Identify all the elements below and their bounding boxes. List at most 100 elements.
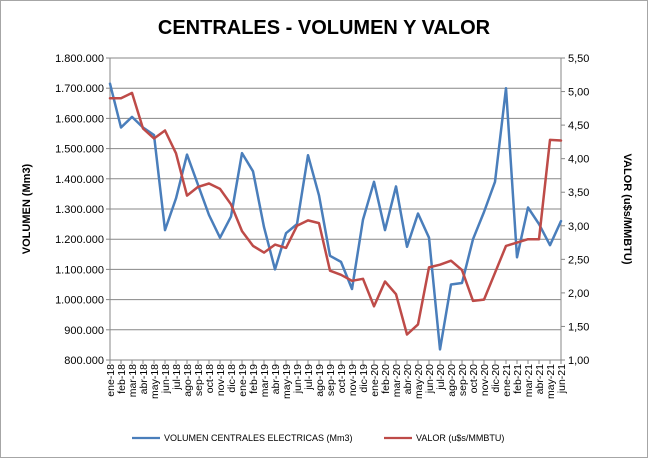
data-point-valor — [252, 245, 254, 247]
data-point-valor — [505, 245, 507, 247]
right-tick-label: 1,00 — [568, 355, 589, 367]
data-point-volumen — [307, 154, 309, 157]
right-tick-label: 4,00 — [568, 154, 589, 166]
x-tick-label: jun-18 — [160, 364, 172, 394]
data-point-volumen — [428, 236, 430, 239]
gridlines — [109, 57, 562, 361]
x-tick-label: feb-21 — [512, 364, 524, 394]
data-point-valor — [494, 271, 496, 274]
data-point-valor — [560, 139, 562, 142]
data-point-volumen — [175, 197, 177, 200]
data-point-valor — [516, 241, 518, 244]
left-tick-label: 1.100.000 — [55, 264, 104, 276]
legend-label-volumen: VOLUMEN CENTRALES ELECTRICAS (Mm3) — [164, 433, 353, 443]
series-lines — [108, 82, 563, 351]
left-tick-label: 1.600.000 — [55, 113, 104, 125]
x-tick-label: jul-18 — [171, 364, 183, 391]
data-point-volumen — [527, 206, 529, 209]
data-point-volumen — [494, 181, 496, 183]
x-tick-label: feb-20 — [380, 364, 392, 394]
data-point-volumen — [241, 152, 243, 154]
x-tick-label: dic-20 — [490, 364, 502, 393]
data-point-volumen — [461, 282, 463, 284]
right-tick-label: 5,00 — [568, 87, 589, 99]
x-tick-label: mar-18 — [127, 364, 139, 397]
data-point-volumen — [549, 244, 551, 247]
data-point-valor — [230, 203, 232, 206]
data-point-volumen — [483, 211, 485, 213]
data-point-valor — [351, 280, 353, 282]
data-point-volumen — [362, 218, 364, 221]
x-tick-label: mar-21 — [523, 364, 535, 397]
data-point-valor — [362, 277, 364, 280]
data-point-volumen — [230, 215, 232, 218]
data-point-valor — [208, 182, 210, 185]
left-axis-ticks: 800.000 900.000 1.000.000 1.100.000 1.200.00… — [55, 53, 110, 367]
x-tick-label: oct-20 — [468, 364, 480, 393]
left-tick-label: 1.500.000 — [55, 144, 104, 156]
right-axis-title: VALOR (u$s/MMBTU) — [621, 153, 633, 264]
x-tick-label: ene-20 — [369, 364, 381, 397]
x-tick-label: ago-20 — [446, 364, 458, 397]
data-point-volumen — [395, 185, 397, 188]
data-point-valor — [538, 238, 540, 240]
x-tick-label: abr-20 — [402, 364, 414, 395]
right-tick-label: 3,50 — [568, 187, 589, 199]
data-point-valor — [153, 137, 155, 140]
x-tick-label: oct-18 — [204, 364, 216, 393]
x-tick-label: mar-20 — [391, 364, 403, 397]
data-point-valor — [450, 259, 452, 262]
data-point-volumen — [109, 82, 111, 85]
x-tick-label: dic-19 — [358, 364, 370, 393]
data-point-volumen — [373, 181, 375, 183]
data-point-volumen — [164, 229, 166, 231]
x-tick-label: nov-20 — [479, 364, 491, 396]
data-point-valor — [406, 333, 408, 336]
data-point-valor — [483, 298, 485, 301]
right-tick-label: 4,50 — [568, 120, 589, 132]
x-tick-label: ene-19 — [237, 364, 249, 397]
data-point-volumen — [263, 226, 265, 228]
data-point-valor — [142, 127, 144, 130]
data-point-volumen — [208, 214, 210, 216]
x-tick-label: ago-18 — [182, 364, 194, 397]
left-tick-label: 1.200.000 — [55, 234, 104, 246]
data-point-valor — [109, 97, 111, 100]
x-tick-label: jun-20 — [424, 364, 436, 394]
x-tick-label: sep-19 — [325, 364, 337, 396]
data-point-valor — [164, 129, 166, 132]
right-tick-label: 5,50 — [568, 53, 589, 65]
x-tick-label: jul-19 — [303, 364, 315, 391]
x-tick-label: abr-18 — [138, 364, 150, 395]
data-point-valor — [307, 219, 309, 222]
data-point-valor — [395, 293, 397, 296]
left-tick-label: 1.000.000 — [55, 295, 104, 307]
x-tick-label: jun-19 — [292, 364, 304, 394]
x-tick-label: may-19 — [281, 364, 293, 399]
x-tick-label: mar-19 — [259, 364, 271, 397]
data-point-valor — [340, 273, 342, 276]
x-tick-label: jun-21 — [556, 364, 568, 394]
data-point-valor — [285, 247, 287, 249]
right-tick-label: 3,00 — [568, 221, 589, 233]
data-point-valor — [219, 188, 221, 190]
data-point-volumen — [285, 232, 287, 234]
x-tick-label: feb-19 — [248, 364, 260, 394]
legend: VOLUMEN CENTRALES ELECTRICAS (Mm3) VALOR… — [132, 433, 504, 443]
data-point-valor — [439, 263, 441, 266]
data-point-valor — [131, 92, 133, 94]
x-tick-label: ene-21 — [501, 364, 513, 397]
right-axis-ticks: 1,00 1,50 2,00 2,50 3,00 3,50 4,00 4,50 5,00 5,50 — [561, 53, 589, 367]
data-point-volumen — [120, 126, 122, 129]
x-tick-label: nov-18 — [215, 364, 227, 396]
right-tick-label: 2,00 — [568, 288, 589, 300]
data-point-volumen — [384, 229, 386, 231]
left-tick-label: 900.000 — [64, 325, 104, 337]
right-tick-label: 1,50 — [568, 321, 589, 333]
data-point-volumen — [505, 87, 507, 89]
x-tick-label: abr-21 — [534, 364, 546, 395]
x-tick-label: feb-18 — [116, 364, 128, 394]
data-point-volumen — [219, 236, 221, 239]
data-point-valor — [384, 280, 386, 283]
